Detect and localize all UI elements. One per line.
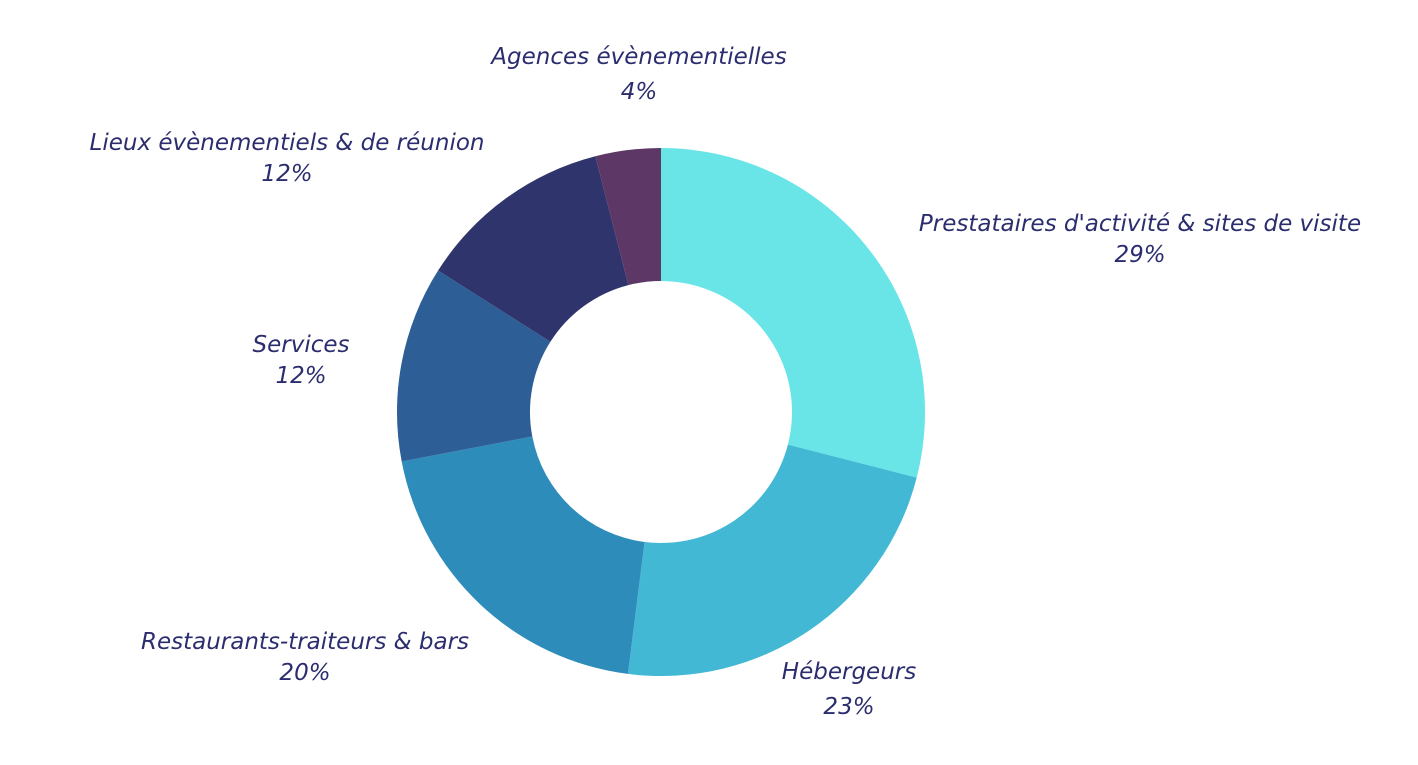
donut-slice-1 <box>627 444 917 676</box>
slice-label-value: 20% <box>279 660 331 686</box>
slice-label-value: 12% <box>275 363 327 389</box>
slice-label-restaurants: Restaurants-traiteurs & bars 20% <box>141 627 469 689</box>
slice-label-hebergeurs: Hébergeurs 23% <box>782 657 916 723</box>
slice-label-name: Restaurants-traiteurs & bars <box>140 629 470 655</box>
slice-label-services: Services 12% <box>253 330 350 392</box>
slice-label-prestataires: Prestataires d'activité & sites de visit… <box>919 209 1361 271</box>
slice-label-name: Hébergeurs <box>781 659 917 685</box>
slice-label-name: Agences évènementielles <box>491 44 787 70</box>
slice-label-agences: Agences évènementielles 4% <box>491 42 786 108</box>
donut-slice-2 <box>401 436 645 674</box>
donut-slice-0 <box>661 148 925 478</box>
donut-slice-4 <box>438 156 629 342</box>
slice-label-name: Lieux évènementiels & de réunion <box>89 130 485 156</box>
slice-label-lieux: Lieux évènementiels & de réunion 12% <box>90 128 485 190</box>
donut-slices <box>397 148 925 676</box>
slice-label-value: 23% <box>823 694 875 720</box>
slice-label-name: Prestataires d'activité & sites de visit… <box>918 211 1362 237</box>
slice-label-value: 12% <box>261 161 313 187</box>
donut-slice-5 <box>595 148 661 286</box>
donut-slice-3 <box>397 270 551 462</box>
slice-label-value: 4% <box>620 79 658 105</box>
slice-label-value: 29% <box>1114 242 1166 268</box>
slice-label-name: Services <box>252 332 350 358</box>
